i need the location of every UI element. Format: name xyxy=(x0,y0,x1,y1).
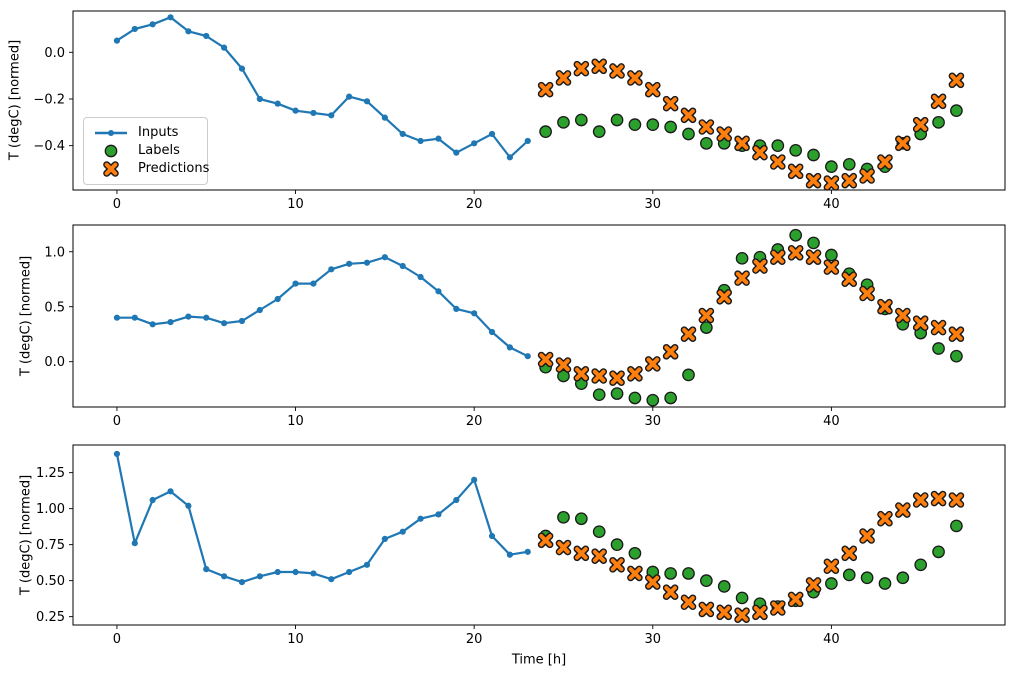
svg-text:−0.2: −0.2 xyxy=(33,93,65,108)
legend-entry-inputs: Inputs xyxy=(93,124,198,142)
x-axis-label: Time [h] xyxy=(511,652,567,668)
svg-text:1.25: 1.25 xyxy=(36,466,65,481)
legend-entry-labels: Labels xyxy=(93,142,198,160)
svg-text:1.0: 1.0 xyxy=(44,245,65,260)
subplot-2-ylabel: T (degC) [normed] xyxy=(18,255,34,377)
subplot-2-axes: 1.0 0.5 0.0 0 10 20 30 40 xyxy=(44,224,1006,429)
svg-text:10: 10 xyxy=(287,414,304,429)
svg-text:30: 30 xyxy=(645,197,662,212)
inputs-line-icon xyxy=(95,130,127,136)
svg-text:30: 30 xyxy=(645,414,662,429)
subplot-1-series-predictions xyxy=(537,58,965,191)
svg-text:0: 0 xyxy=(113,632,121,647)
subplot-2-series-labels xyxy=(539,228,963,407)
svg-text:0.0: 0.0 xyxy=(44,46,65,61)
svg-text:10: 10 xyxy=(287,197,304,212)
labels-circle-icon xyxy=(104,144,118,158)
predictions-x-icon xyxy=(103,161,119,177)
svg-text:0.50: 0.50 xyxy=(36,574,65,589)
svg-text:40: 40 xyxy=(823,414,840,429)
legend-label-inputs: Inputs xyxy=(138,125,179,140)
svg-text:−0.4: −0.4 xyxy=(33,139,65,154)
svg-text:0.5: 0.5 xyxy=(44,300,65,315)
svg-text:0.0: 0.0 xyxy=(44,355,65,370)
legend-entry-predictions: Predictions xyxy=(93,160,209,178)
svg-text:30: 30 xyxy=(645,632,662,647)
svg-text:1.00: 1.00 xyxy=(36,502,65,517)
legend-label-predictions: Predictions xyxy=(138,161,210,176)
legend-label-labels: Labels xyxy=(138,143,180,158)
svg-text:0: 0 xyxy=(113,197,121,212)
subplot-3-series-inputs xyxy=(113,450,531,586)
subplot-2-series-predictions xyxy=(537,245,965,386)
svg-text:20: 20 xyxy=(466,632,483,647)
svg-text:20: 20 xyxy=(466,197,483,212)
subplot-1-axes: 0.0 −0.2 −0.4 0 10 20 30 40 xyxy=(33,10,1006,212)
svg-text:20: 20 xyxy=(466,414,483,429)
legend: Inputs Labels Predictions xyxy=(83,117,209,185)
subplot-2-series-inputs xyxy=(113,254,531,360)
svg-text:0.25: 0.25 xyxy=(36,610,65,625)
svg-text:40: 40 xyxy=(823,632,840,647)
subplot-3-axes: 1.25 1.00 0.75 0.50 0.25 0 10 20 30 40 xyxy=(36,444,1006,647)
subplot-1-ylabel: T (degC) [normed] xyxy=(7,39,23,161)
subplot-1-series-inputs xyxy=(113,14,531,161)
svg-text:40: 40 xyxy=(823,197,840,212)
subplot-3-ylabel: T (degC) [normed] xyxy=(18,474,34,596)
svg-text:10: 10 xyxy=(287,632,304,647)
subplot-3-series-predictions xyxy=(537,490,965,624)
svg-text:0: 0 xyxy=(113,414,121,429)
svg-text:0.75: 0.75 xyxy=(36,538,65,553)
